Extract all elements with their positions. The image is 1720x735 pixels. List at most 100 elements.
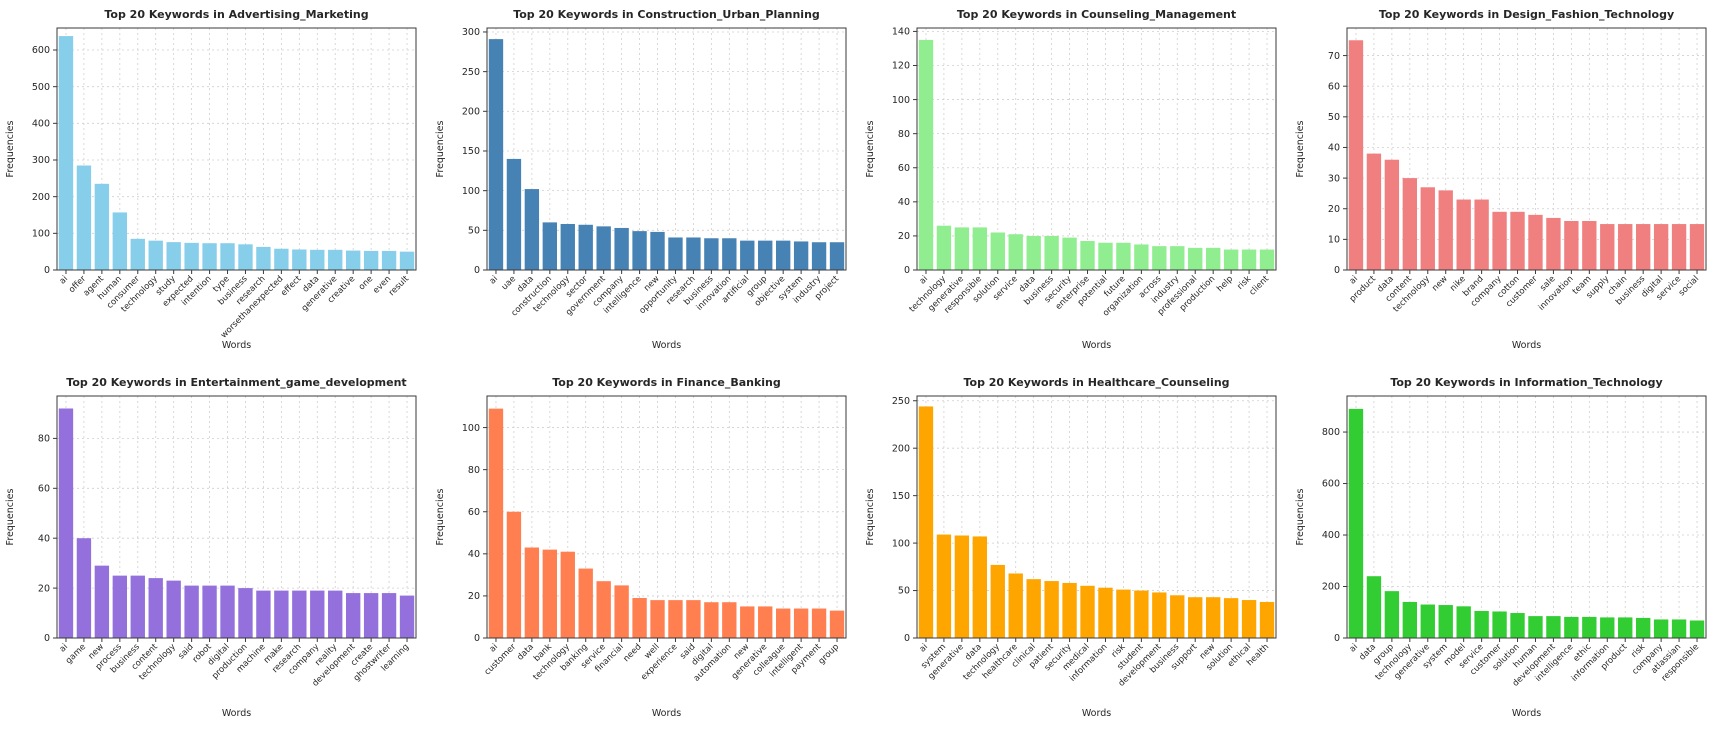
chart-title: Top 20 Keywords in Construction_Urban_Pl… [513,8,820,21]
bar [506,511,522,638]
y-tick-label: 80 [898,129,910,140]
x-axis-label: Words [222,708,251,719]
bar [740,240,755,270]
bar [1098,587,1113,638]
bar [1170,246,1185,270]
bar [1080,585,1095,638]
y-tick-label: 400 [32,119,50,130]
x-category-label: ai [58,642,70,654]
bar [578,568,593,638]
chart-title: Top 20 Keywords in Finance_Banking [552,376,781,389]
y-tick-label: 40 [38,533,50,544]
y-tick-label: 200 [892,443,910,454]
x-axis-label: Words [652,708,681,719]
bar [1044,235,1059,270]
bar [363,250,379,270]
bar [936,225,952,270]
bar [829,610,845,638]
bar [1600,224,1615,270]
x-category-label: data [515,642,536,663]
bar [112,212,127,270]
bar [1384,590,1400,638]
bar [328,590,343,638]
bar [238,587,253,638]
y-tick-label: 600 [1322,478,1340,489]
bar [722,238,737,270]
bar [1008,234,1023,270]
bar [184,585,199,638]
bar [542,549,557,638]
bar [506,158,522,270]
bar [578,224,593,270]
y-tick-label: 0 [904,265,910,276]
y-tick-label: 250 [892,395,910,406]
bar [1098,242,1113,270]
bar [1653,618,1669,638]
bar [1564,220,1579,270]
bar [650,231,665,270]
y-tick-label: 100 [892,538,910,549]
bar [346,250,361,270]
bar [614,584,629,638]
bar [166,242,181,270]
bar [202,585,217,638]
bar [758,605,773,638]
bar [1546,217,1561,270]
bar [488,39,504,270]
bar [1348,40,1364,270]
bar [1152,246,1167,270]
bar [488,408,504,638]
y-tick-label: 60 [468,506,480,517]
y-tick-label: 200 [32,192,50,203]
bar [1080,241,1095,270]
chart-title: Top 20 Keywords in Counseling_Management [957,8,1236,21]
chart-advertising-marketing: 0 100 200 300 400 500 600 ai offer agent human cons… [0,0,430,368]
y-tick-label: 0 [474,633,480,644]
bar [58,36,74,270]
bar [1223,597,1239,638]
x-category-label: ai [488,274,500,286]
bar [274,248,289,270]
plot-frame [916,395,1277,638]
bar [1689,224,1705,270]
bar [758,240,773,270]
bar [130,575,145,638]
bar [686,599,701,638]
bar [1618,224,1633,270]
bar [310,590,325,638]
chart-title: Top 20 Keywords in Advertising_Marketing [104,8,368,21]
bar [202,243,217,270]
bar [776,608,791,638]
x-category-label: ai [918,274,930,286]
x-axis-label: Words [652,340,681,351]
x-axis-label: Words [1512,708,1541,719]
bar [274,590,289,638]
bar [1008,572,1023,638]
bar [918,39,934,271]
y-tick-label: 60 [1328,81,1340,92]
bar [972,535,987,638]
bar [1636,224,1651,270]
bar [76,165,92,270]
y-tick-label: 20 [898,231,910,242]
bar [650,599,665,638]
bar [1223,249,1239,270]
bar [1044,580,1059,638]
bar [1188,596,1203,638]
bar-chart-svg: 0100200300400500600aiofferagenthumancons… [5,8,417,351]
x-category-label: client [1248,274,1272,298]
bar [1188,247,1203,270]
bar [1636,617,1651,638]
bar [954,535,970,638]
y-tick-label: 120 [892,61,910,72]
x-category-label: ai [918,642,930,654]
bar [58,407,74,638]
bar [148,240,163,270]
plot-frame [56,395,417,638]
bar [256,246,271,270]
x-category-label: ai [1348,642,1360,654]
bar [76,537,92,638]
y-tick-label: 400 [1322,530,1340,541]
plot-frame [1346,395,1707,638]
y-tick-label: 250 [462,67,480,78]
